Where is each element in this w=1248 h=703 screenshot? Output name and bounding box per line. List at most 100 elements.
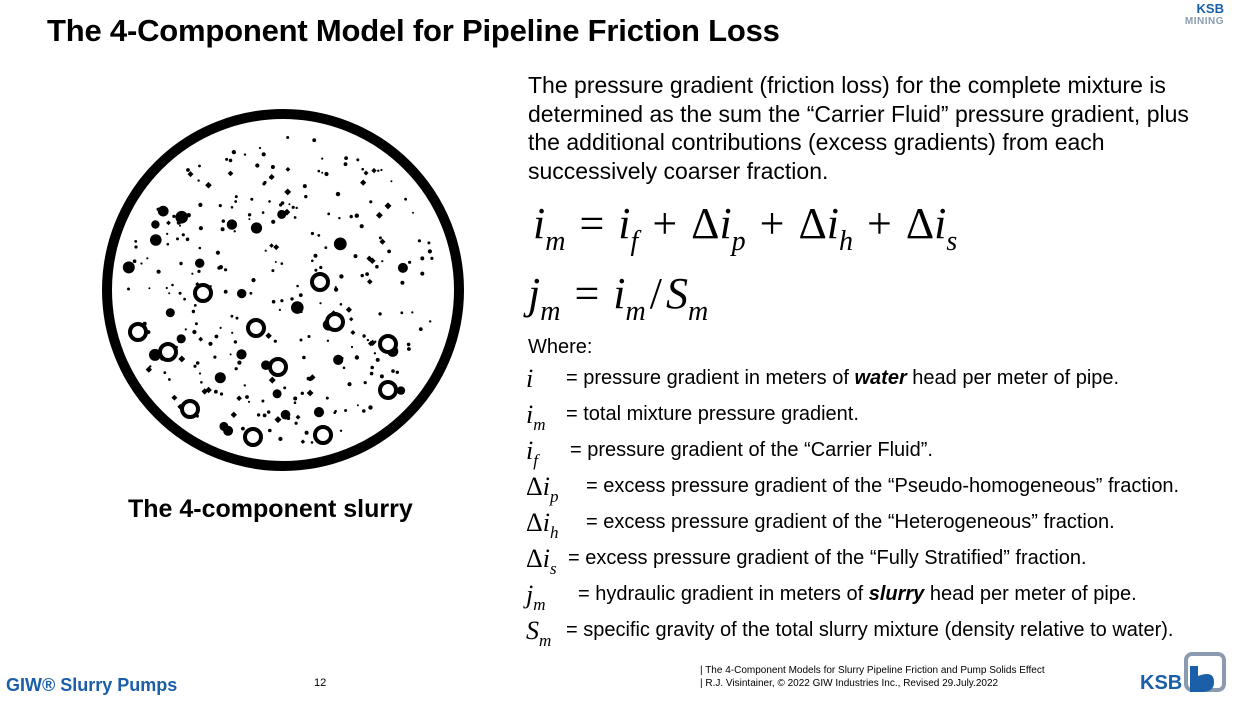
symbol-letter: i (542, 472, 550, 501)
page-number: 12 (314, 677, 327, 689)
symbol-letter: i (542, 508, 550, 537)
fine-particle (230, 314, 234, 318)
symbol-subscript: m (533, 415, 546, 434)
fine-particle (168, 292, 171, 295)
fine-particle (339, 303, 343, 306)
fine-particle (183, 297, 186, 301)
symbol-subscript: f (533, 451, 538, 470)
fine-particle (156, 269, 161, 274)
medium-particle (379, 238, 386, 245)
fine-particle (198, 246, 202, 250)
fine-particle (298, 293, 303, 297)
eq1-term3-sub: h (839, 226, 854, 257)
delta-symbol: Δ (526, 508, 543, 537)
definition-symbol: Sm (526, 616, 551, 649)
fine-particle (198, 372, 202, 375)
fine-particle (241, 426, 245, 431)
fine-particle (366, 338, 370, 342)
symbol-letter: i (542, 544, 550, 573)
fine-particle (148, 287, 151, 290)
fine-particle (273, 339, 277, 343)
definition-symbol: im (526, 400, 546, 433)
medium-particle (300, 439, 306, 444)
medium-particle (306, 389, 314, 397)
symbol-letter: i (526, 364, 534, 393)
fine-particle (354, 213, 359, 218)
fine-particle (166, 242, 170, 246)
coarse-particle (165, 308, 175, 318)
definition-row: jm = hydraulic gradient in meters of slur… (526, 578, 1236, 614)
symbol-subscript: m (533, 595, 546, 614)
fine-particle (369, 200, 373, 204)
eq1-equals: = (579, 199, 605, 248)
definition-text-after: head per meter of pipe. (924, 583, 1137, 605)
fine-particle (427, 241, 431, 245)
fine-particle (171, 283, 174, 287)
coarse-particle (250, 222, 263, 234)
fine-particle (295, 206, 298, 210)
definition-symbol: Δis (526, 544, 557, 577)
definition-text: = excess pressure gradient of the “Fully… (568, 547, 1087, 570)
coarse-particle (175, 210, 188, 224)
fine-particle (296, 284, 299, 288)
fine-particle (229, 353, 232, 356)
fine-particle (363, 381, 367, 385)
fine-particle (327, 212, 331, 216)
fine-particle (250, 197, 254, 201)
definition-text-before: = excess pressure gradient of the “Fully… (568, 547, 1087, 569)
fine-particle (350, 345, 354, 349)
fine-particle (427, 249, 432, 254)
stratified-particle (128, 322, 148, 342)
fine-particle (362, 409, 366, 413)
fine-particle (290, 297, 294, 301)
definition-symbol: i (526, 364, 533, 394)
fine-particle (375, 264, 379, 269)
fine-particle (390, 180, 393, 183)
fine-particle (310, 231, 314, 236)
fine-particle (270, 165, 275, 169)
fine-particle (400, 311, 404, 315)
eq1-term4-sub: s (946, 226, 958, 257)
stratified-particle (193, 283, 213, 303)
medium-particle (376, 211, 383, 219)
stratified-particle (158, 342, 178, 362)
definition-text: = pressure gradient of the “Carrier Flui… (570, 439, 933, 462)
definition-row: Δip = excess pressure gradient of the “Ps… (526, 470, 1236, 506)
fine-particle (274, 261, 277, 263)
definition-row: if = pressure gradient of the “Carrier Fl… (526, 434, 1236, 470)
definition-text-before: = excess pressure gradient of the “Pseud… (586, 475, 1180, 497)
footer-ref-line-1: | The 4-Component Models for Slurry Pipe… (700, 665, 1045, 676)
fine-particle (408, 260, 412, 264)
fine-particle (191, 309, 196, 314)
fine-particle (314, 268, 318, 272)
fine-particle (220, 227, 225, 232)
fine-particle (234, 367, 238, 371)
fine-particle (359, 224, 364, 229)
fine-particle (343, 162, 348, 167)
fine-particle (381, 260, 384, 263)
fine-particle (127, 287, 130, 291)
where-label: Where: (528, 336, 593, 358)
definition-text-before: = specific gravity of the total slurry m… (566, 619, 1174, 641)
fine-particle (344, 409, 348, 412)
stratified-particle (310, 272, 330, 292)
eq1-plus2: + (759, 199, 785, 248)
fine-particle (279, 203, 283, 207)
fine-particle (299, 338, 303, 342)
fine-particle (294, 421, 298, 425)
eq1-delta1: Δ (691, 199, 720, 248)
fine-particle (368, 405, 373, 410)
medium-particle (205, 181, 212, 189)
fine-particle (304, 430, 309, 435)
medium-particle (230, 411, 237, 418)
symbol-subscript: s (549, 559, 557, 578)
coarse-particle (226, 219, 238, 230)
fine-particle (420, 256, 425, 261)
fine-particle (353, 254, 358, 259)
fine-particle (334, 287, 339, 292)
fine-particle (324, 171, 329, 177)
fine-particle (317, 169, 321, 173)
definition-symbol: Δih (526, 508, 558, 541)
fine-particle (230, 206, 234, 209)
definition-text-after: head per meter of pipe. (906, 367, 1120, 389)
